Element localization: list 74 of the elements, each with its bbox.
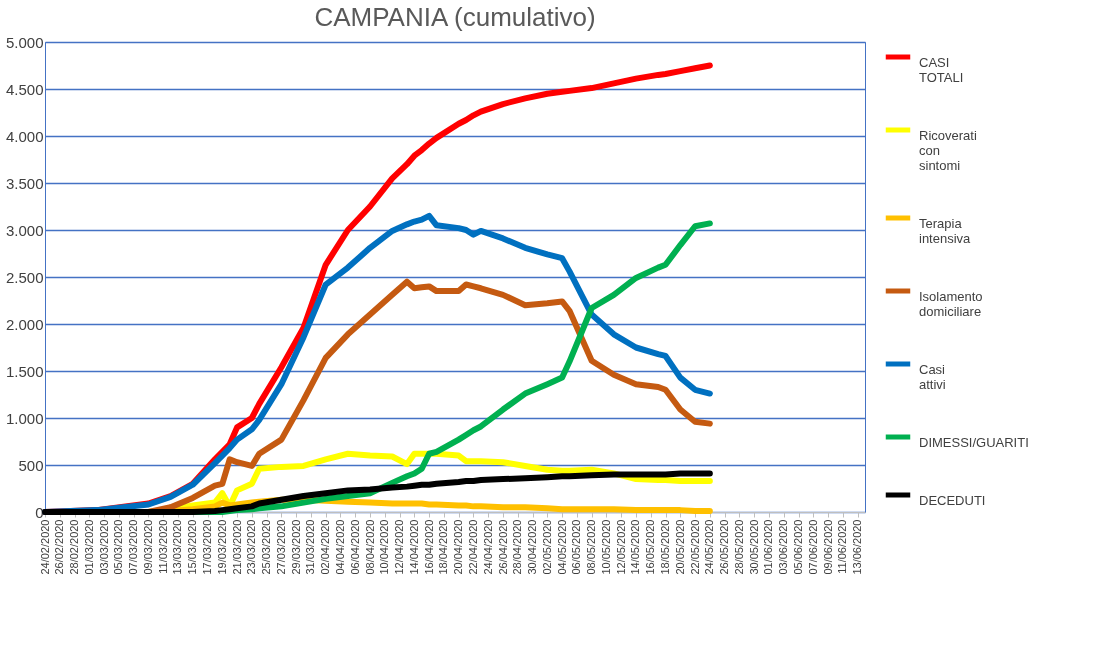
x-tick-label: 08/05/2020 [585, 519, 598, 575]
x-tick-label: 18/05/2020 [659, 519, 672, 575]
x-tick-label: 03/03/2020 [97, 519, 110, 575]
x-tick-label: 28/05/2020 [732, 519, 745, 575]
x-tick-label: 04/05/2020 [555, 519, 568, 575]
x-tick-label: 31/03/2020 [304, 519, 317, 575]
x-tick-label: 22/04/2020 [466, 519, 479, 575]
x-tick-label: 05/03/2020 [112, 519, 125, 575]
legend-label: Ricoverati con sintomi [919, 128, 977, 173]
x-tick-label: 11/06/2020 [836, 519, 849, 574]
x-tick-label: 09/03/2020 [141, 519, 154, 575]
x-tick-label: 30/05/2020 [747, 519, 760, 575]
legend-label: Terapia intensiva [919, 216, 972, 246]
y-tick-label: 500 [18, 456, 44, 474]
x-tick-label: 15/03/2020 [186, 519, 199, 575]
x-tick-label: 01/03/2020 [82, 519, 95, 575]
x-tick-label: 09/06/2020 [821, 519, 834, 575]
chart-title: CAMPANIA (cumulativo) [314, 2, 596, 32]
x-tick-label: 16/05/2020 [644, 519, 657, 575]
x-tick-label: 07/03/2020 [127, 519, 140, 575]
x-tick-label: 10/05/2020 [599, 519, 612, 575]
y-tick-label: 3.500 [5, 174, 44, 192]
x-tick-label: 26/05/2020 [718, 519, 731, 575]
legend-label: Isolamento domiciliare [919, 289, 983, 319]
x-tick-label: 19/03/2020 [215, 519, 228, 575]
legend-label: CASI TOTALI [919, 55, 964, 85]
x-tick-label: 14/04/2020 [407, 519, 420, 575]
x-tick-label: 23/03/2020 [245, 519, 258, 575]
legend-label: DIMESSI/GUARITI [919, 435, 1029, 450]
x-tick-label: 05/06/2020 [792, 519, 805, 575]
x-tick-label: 01/06/2020 [762, 519, 775, 575]
y-tick-label: 2.000 [5, 315, 44, 333]
x-tick-label: 24/02/2020 [38, 519, 51, 575]
x-tick-label: 30/04/2020 [526, 519, 539, 575]
x-tick-label: 12/04/2020 [393, 519, 406, 575]
y-tick-label: 2.500 [5, 268, 44, 286]
x-tick-label: 04/04/2020 [334, 519, 346, 575]
y-tick-label: 3.000 [5, 221, 44, 239]
x-tick-label: 13/03/2020 [171, 519, 184, 575]
x-tick-label: 16/04/2020 [422, 519, 435, 575]
x-tick-label: 24/05/2020 [703, 519, 716, 575]
x-tick-label: 20/05/2020 [673, 519, 686, 575]
x-tick-label: 25/03/2020 [260, 519, 273, 575]
x-tick-label: 18/04/2020 [437, 519, 450, 575]
x-tick-label: 17/03/2020 [201, 519, 214, 575]
x-tick-label: 07/06/2020 [806, 519, 819, 575]
x-tick-label: 08/04/2020 [363, 519, 376, 575]
x-tick-label: 20/04/2020 [452, 519, 465, 575]
x-tick-label: 26/04/2020 [496, 519, 509, 575]
x-tick-label: 12/05/2020 [614, 519, 627, 575]
x-tick-label: 13/06/2020 [851, 519, 864, 575]
y-tick-label: 1.000 [5, 409, 44, 427]
x-tick-label: 06/04/2020 [348, 519, 361, 575]
x-tick-label: 22/05/2020 [688, 519, 701, 575]
y-tick-label: 1.500 [5, 362, 44, 380]
x-tick-label: 26/02/2020 [53, 519, 66, 575]
x-tick-label: 10/04/2020 [378, 519, 391, 575]
x-tick-label: 14/05/2020 [629, 519, 642, 575]
y-tick-label: 4.000 [5, 127, 44, 145]
x-tick-label: 28/04/2020 [511, 519, 524, 575]
x-tick-label: 03/06/2020 [777, 519, 790, 575]
x-tick-label: 21/03/2020 [230, 519, 243, 575]
y-tick-label: 5.000 [5, 33, 44, 51]
x-tick-label: 28/02/2020 [68, 519, 81, 575]
x-tick-label: 02/04/2020 [319, 519, 332, 575]
x-tick-label: 06/05/2020 [570, 519, 583, 575]
x-tick-label: 24/04/2020 [481, 519, 494, 575]
legend-label: Casi attivi [919, 362, 946, 392]
x-tick-label: 02/05/2020 [540, 519, 553, 575]
x-tick-label: 29/03/2020 [289, 519, 302, 575]
x-tick-label: 11/03/2020 [156, 519, 169, 574]
y-tick-label: 4.500 [5, 80, 44, 98]
x-tick-label: 27/03/2020 [274, 519, 287, 575]
legend-label: DECEDUTI [919, 493, 986, 508]
